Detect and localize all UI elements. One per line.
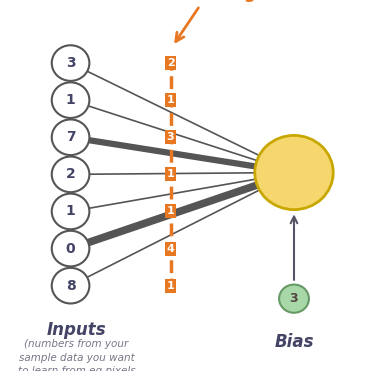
Text: 8: 8 [66, 279, 75, 293]
Text: 3: 3 [66, 56, 75, 70]
Text: 1: 1 [167, 170, 174, 179]
Circle shape [279, 285, 309, 313]
Text: 1: 1 [167, 95, 174, 105]
Text: 7: 7 [66, 130, 75, 144]
Circle shape [52, 194, 89, 229]
Circle shape [52, 157, 89, 192]
Text: 4: 4 [167, 244, 174, 253]
Text: Weights: Weights [212, 0, 288, 2]
Circle shape [52, 231, 89, 266]
Text: 1: 1 [167, 281, 174, 290]
Text: (numbers from your
sample data you want
to learn from eg pixels
in an image): (numbers from your sample data you want … [18, 339, 135, 371]
Text: Bias: Bias [274, 333, 314, 351]
Circle shape [52, 45, 89, 81]
Circle shape [52, 82, 89, 118]
Text: 0: 0 [66, 242, 75, 256]
Circle shape [52, 119, 89, 155]
Text: 1: 1 [66, 204, 75, 219]
Text: 1: 1 [66, 93, 75, 107]
Text: 3: 3 [290, 292, 298, 305]
Text: 3: 3 [167, 132, 174, 142]
Circle shape [255, 135, 333, 210]
Text: 2: 2 [167, 58, 174, 68]
Text: 2: 2 [66, 167, 75, 181]
Text: 1: 1 [167, 207, 174, 216]
Text: Inputs: Inputs [47, 321, 106, 339]
Circle shape [52, 268, 89, 303]
